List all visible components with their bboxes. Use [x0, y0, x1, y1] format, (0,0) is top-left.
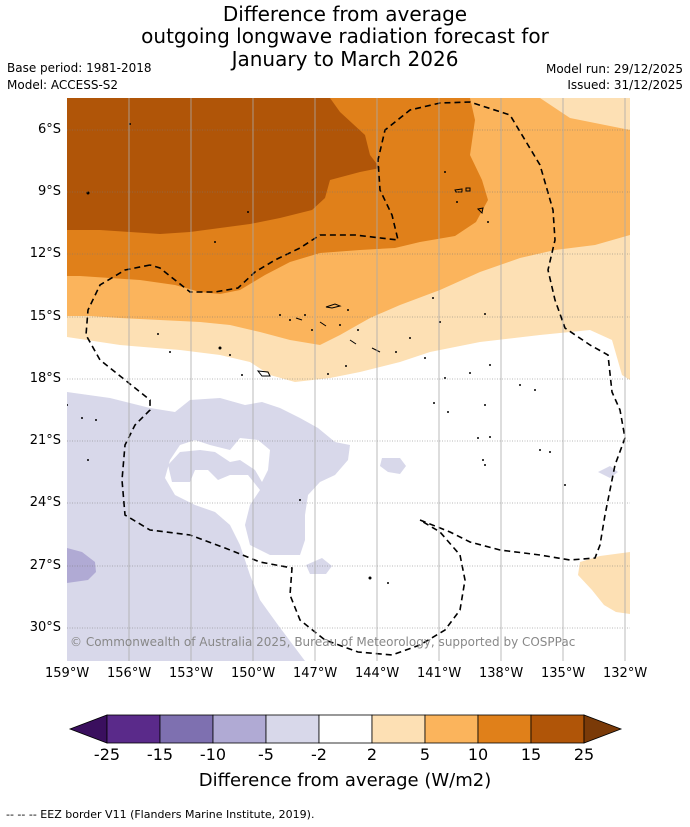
anomaly-area-neg-5-10 [67, 548, 96, 583]
colorbar-segment [159, 714, 214, 744]
lat-label-30s: 30°S [29, 620, 61, 635]
eez-border-east [149, 101, 626, 561]
colorbar-segment [212, 714, 267, 744]
lon-label-159w: 159°W [45, 666, 90, 681]
lon-label-156w: 156°W [107, 666, 152, 681]
lon-label-150w: 150°W [231, 666, 276, 681]
anomaly-area-se [578, 552, 630, 614]
lat-label-27s: 27°S [29, 558, 61, 573]
colorbar-segment [265, 714, 320, 744]
lat-label-21s: 21°S [29, 433, 61, 448]
title-line-3: January to March 2026 [231, 47, 459, 71]
lat-label-18s: 18°S [29, 371, 61, 386]
lat-label-15s: 15°S [29, 309, 61, 324]
anomaly-area-15-25 [67, 98, 380, 234]
map-credit: © Commonwealth of Australia 2025, Bureau… [70, 635, 575, 649]
lon-label-147w: 147°W [293, 666, 338, 681]
anomaly-area-neg-2-5 [67, 392, 350, 661]
colorbar-tick-label: -2 [311, 745, 327, 764]
colorbar-tick-label: 5 [419, 745, 431, 764]
lon-label-135w: 135°W [541, 666, 586, 681]
lon-label-141w: 141°W [417, 666, 462, 681]
colorbar-segment [318, 714, 373, 744]
colorbar-tick-label: 25 [573, 745, 595, 764]
colorbar-tick-label: -25 [93, 745, 121, 764]
anomaly-area-neg-small-2 [306, 558, 332, 574]
colorbar-tick-label: 15 [520, 745, 542, 764]
colorbar-tick-label: 10 [467, 745, 489, 764]
lat-label-6s: 6°S [37, 122, 61, 137]
colorbar-arrow-low [68, 714, 108, 744]
base-period: Base period: 1981-2018 [7, 61, 152, 75]
eez-border-west [85, 264, 466, 656]
title-line-2: outgoing longwave radiation forecast for [141, 24, 549, 48]
model-run: Model run: 29/12/2025 [545, 62, 683, 76]
lat-label-12s: 12°S [29, 246, 61, 261]
islands [256, 187, 484, 377]
lon-label-144w: 144°W [355, 666, 400, 681]
eez-legend: -- -- -- EEZ border V11 (Flanders Marine… [6, 808, 315, 821]
lon-label-138w: 138°W [479, 666, 524, 681]
lat-label-9s: 9°S [37, 184, 61, 199]
colorbar-segment [477, 714, 532, 744]
title-line-1: Difference from average [222, 2, 468, 26]
colorbar-tick-label: 2 [366, 745, 378, 764]
colorbar-tick-label: -5 [258, 745, 274, 764]
anomaly-area-neg-small-1 [380, 458, 406, 474]
anomaly-area-neg-small-3 [598, 466, 618, 478]
colorbar-segment [371, 714, 426, 744]
colorbar-tick-label: -10 [199, 745, 227, 764]
lon-label-132w: 132°W [603, 666, 648, 681]
lon-label-153w: 153°W [169, 666, 214, 681]
model-name: Model: ACCESS-S2 [7, 78, 119, 92]
colorbar-segment [530, 714, 585, 744]
colorbar [68, 714, 623, 744]
island-dots [67, 123, 566, 584]
colorbar-arrow-high [583, 714, 623, 744]
colorbar-title: Difference from average (W/m2) [198, 770, 492, 791]
colorbar-segment [424, 714, 479, 744]
colorbar-tick-label: -15 [146, 745, 174, 764]
colorbar-segment [106, 714, 161, 744]
lat-label-24s: 24°S [29, 495, 61, 510]
issued-date: Issued: 31/12/2025 [567, 78, 683, 92]
